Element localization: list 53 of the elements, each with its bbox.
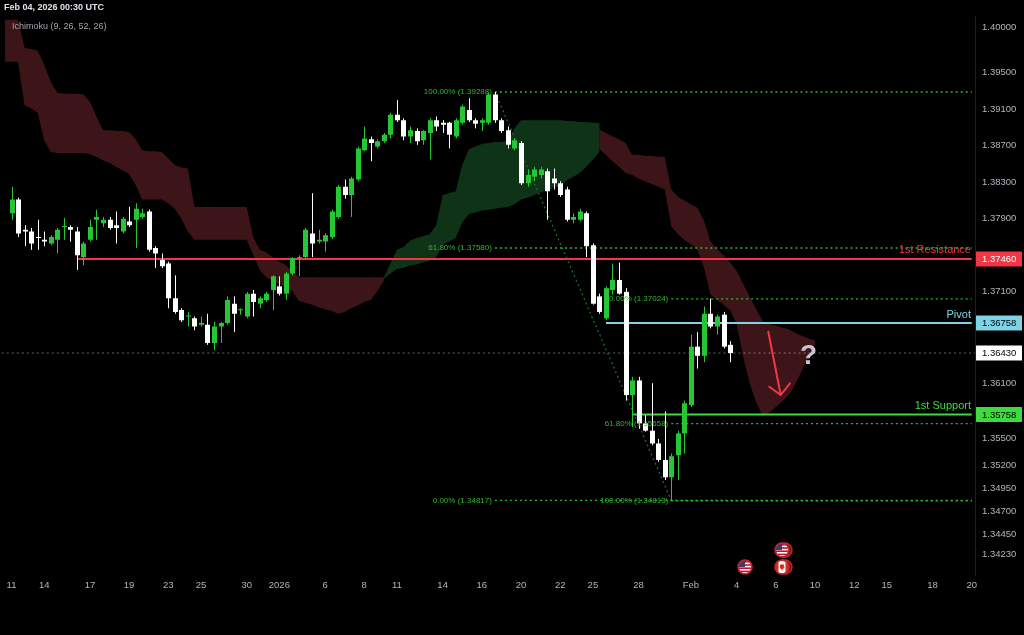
series-label: 100.00% (1.34813)	[600, 495, 669, 505]
x-tick-label: 6	[322, 579, 328, 591]
series-label: Pivot	[946, 307, 971, 320]
y-tick-label: 1.35500	[982, 431, 1017, 443]
series-label: 0.00% (1.34817)	[432, 495, 493, 505]
x-tick-label: 20	[966, 579, 978, 591]
chart-title: Feb 04, 2026 00:30 UTC	[4, 2, 105, 13]
data-label: 1.36758	[982, 317, 1017, 329]
y-tick-label: 1.34450	[982, 527, 1017, 539]
x-tick-label: 23	[163, 579, 174, 591]
x-tick-label: 22	[554, 579, 566, 591]
x-tick-label: 2026	[268, 579, 290, 591]
y-tick-label: 1.38300	[982, 175, 1017, 187]
annotation: Ichimoku (9, 26, 52, 26)	[12, 21, 107, 32]
x-tick-label: 25	[587, 579, 599, 591]
x-tick-label: 10	[809, 579, 821, 591]
x-tick-label: 25	[195, 579, 207, 591]
x-tick-label: 11	[391, 579, 402, 591]
x-tick-label: 18	[927, 579, 938, 591]
y-tick-label: 1.39100	[982, 102, 1017, 114]
x-tick-label: 17	[84, 579, 96, 591]
x-tick-label: 15	[881, 579, 893, 591]
x-tick-label: 16	[476, 579, 488, 591]
y-tick-label: 1.34950	[982, 481, 1017, 493]
y-tick-label: 1.38700	[982, 139, 1017, 151]
annotation: ?	[800, 339, 818, 371]
x-tick-label: 20	[515, 579, 527, 591]
x-tick-label: 4	[733, 579, 740, 591]
x-tick-label: 19	[123, 579, 135, 591]
y-tick-label: 1.34230	[982, 547, 1017, 559]
x-tick-label: 11	[6, 579, 17, 591]
data-label: 1.37460	[982, 253, 1017, 265]
x-tick-label: 6	[773, 579, 779, 591]
y-tick-label: 1.37900	[982, 212, 1017, 224]
y-tick-label: 1.39500	[982, 66, 1017, 78]
y-tick-label: 1.34700	[982, 504, 1017, 516]
y-tick-label: 1.40000	[982, 20, 1017, 32]
y-tick-label: 1.36100	[982, 376, 1017, 388]
series-label: 61.80% (1.37580)	[428, 243, 493, 253]
x-tick-label: 8	[361, 579, 367, 591]
x-tick-label: 28	[633, 579, 644, 591]
x-tick-label: 12	[848, 579, 860, 591]
y-tick-label: 1.37100	[982, 285, 1017, 297]
y-tick-label: 1.35200	[982, 459, 1017, 471]
x-tick-label: Feb	[682, 579, 700, 591]
data-label: 1.35758	[982, 408, 1017, 420]
x-tick-label: 30	[241, 579, 252, 591]
series-label: 1st Resistance	[898, 243, 971, 256]
x-tick-label: 14	[437, 579, 448, 591]
ref-line-label: 1.36430	[982, 347, 1017, 359]
series-label: 1st Support	[914, 398, 971, 411]
x-tick-label: 14	[38, 579, 50, 591]
series-label: 100.00% (1.39288)	[423, 87, 493, 97]
